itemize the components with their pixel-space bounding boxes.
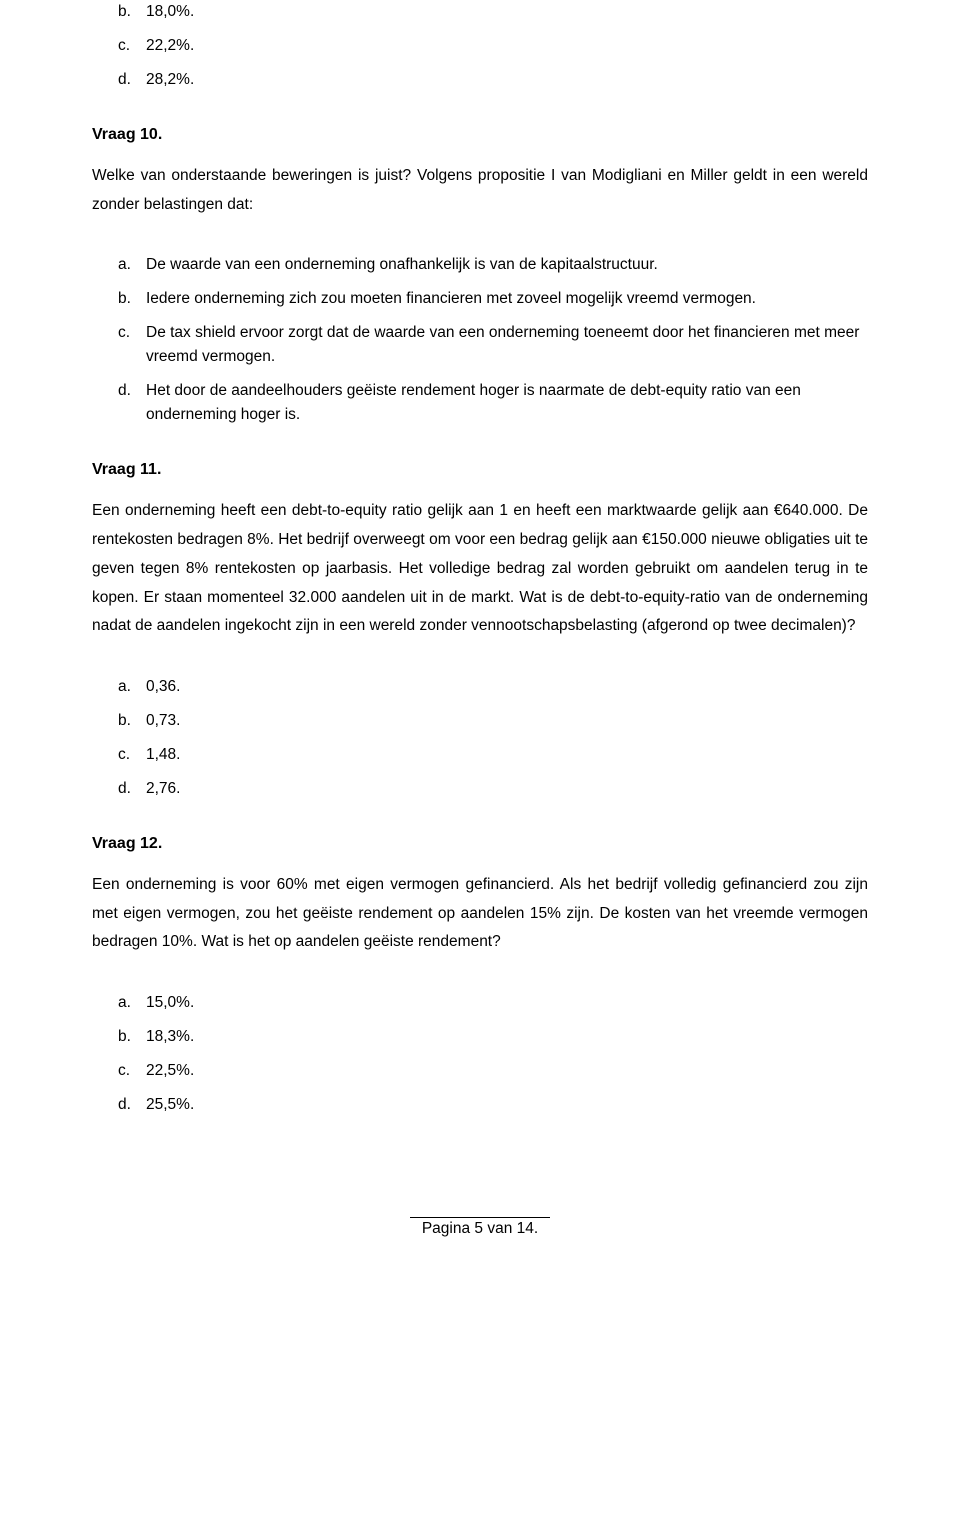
- option-row: c. De tax shield ervoor zorgt dat de waa…: [118, 321, 868, 369]
- option-letter: d.: [118, 1093, 146, 1117]
- question-11-intro: Een onderneming heeft een debt-to-equity…: [92, 497, 868, 640]
- option-row: d. Het door de aandeelhouders geëiste re…: [118, 379, 868, 427]
- option-letter: d.: [118, 379, 146, 427]
- option-text: De tax shield ervoor zorgt dat de waarde…: [146, 321, 868, 369]
- question-11-options: a. 0,36. b. 0,73. c. 1,48. d. 2,76.: [92, 675, 868, 801]
- option-text: 15,0%.: [146, 991, 868, 1015]
- option-text: 18,3%.: [146, 1025, 868, 1049]
- option-row: b. Iedere onderneming zich zou moeten fi…: [118, 287, 868, 311]
- option-letter: c.: [118, 34, 146, 58]
- option-letter: a.: [118, 675, 146, 699]
- option-text: 22,2%.: [146, 34, 868, 58]
- option-text: Iedere onderneming zich zou moeten finan…: [146, 287, 868, 311]
- option-letter: d.: [118, 777, 146, 801]
- option-letter: b.: [118, 709, 146, 733]
- option-letter: b.: [118, 287, 146, 311]
- option-row: b. 18,0%.: [118, 0, 868, 24]
- question-10-heading: Vraag 10.: [92, 126, 868, 144]
- option-text: 1,48.: [146, 743, 868, 767]
- question-12-heading: Vraag 12.: [92, 835, 868, 853]
- question-12-options: a. 15,0%. b. 18,3%. c. 22,5%. d. 25,5%.: [92, 991, 868, 1117]
- option-letter: b.: [118, 0, 146, 24]
- option-letter: c.: [118, 321, 146, 369]
- option-row: c. 1,48.: [118, 743, 868, 767]
- option-letter: d.: [118, 68, 146, 92]
- option-row: b. 0,73.: [118, 709, 868, 733]
- question-10-options: a. De waarde van een onderneming onafhan…: [92, 253, 868, 427]
- prev-question-options: b. 18,0%. c. 22,2%. d. 28,2%.: [92, 0, 868, 92]
- question-10-intro: Welke van onderstaande beweringen is jui…: [92, 162, 868, 219]
- option-text: 22,5%.: [146, 1059, 868, 1083]
- option-text: Het door de aandeelhouders geëiste rende…: [146, 379, 868, 427]
- document-page: b. 18,0%. c. 22,2%. d. 28,2%. Vraag 10. …: [0, 0, 960, 1278]
- option-text: 0,36.: [146, 675, 868, 699]
- option-row: a. De waarde van een onderneming onafhan…: [118, 253, 868, 277]
- option-text: 0,73.: [146, 709, 868, 733]
- option-row: d. 25,5%.: [118, 1093, 868, 1117]
- option-row: a. 15,0%.: [118, 991, 868, 1015]
- option-row: c. 22,2%.: [118, 34, 868, 58]
- option-letter: b.: [118, 1025, 146, 1049]
- option-letter: c.: [118, 1059, 146, 1083]
- option-text: 2,76.: [146, 777, 868, 801]
- option-text: De waarde van een onderneming onafhankel…: [146, 253, 868, 277]
- option-text: 18,0%.: [146, 0, 868, 24]
- option-text: 25,5%.: [146, 1093, 868, 1117]
- option-text: 28,2%.: [146, 68, 868, 92]
- option-row: c. 22,5%.: [118, 1059, 868, 1083]
- page-footer: Pagina 5 van 14.: [410, 1217, 550, 1238]
- option-letter: c.: [118, 743, 146, 767]
- option-row: d. 2,76.: [118, 777, 868, 801]
- option-row: b. 18,3%.: [118, 1025, 868, 1049]
- option-row: d. 28,2%.: [118, 68, 868, 92]
- option-letter: a.: [118, 991, 146, 1015]
- option-row: a. 0,36.: [118, 675, 868, 699]
- option-letter: a.: [118, 253, 146, 277]
- question-12-intro: Een onderneming is voor 60% met eigen ve…: [92, 871, 868, 957]
- question-11-heading: Vraag 11.: [92, 461, 868, 479]
